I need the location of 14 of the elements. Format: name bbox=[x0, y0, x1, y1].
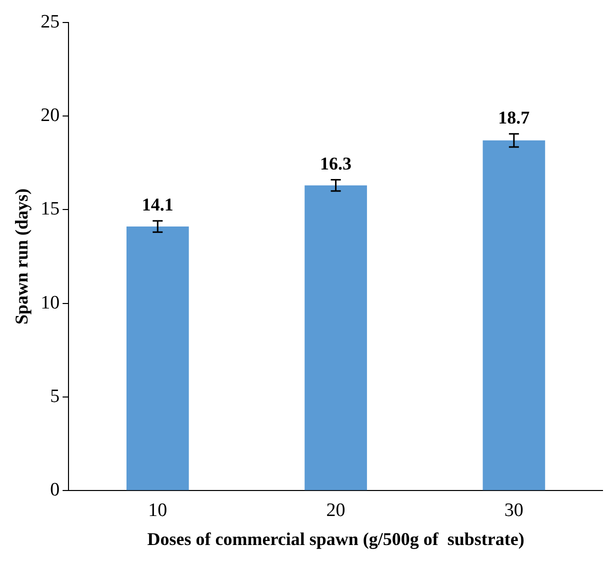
x-tick-label: 10 bbox=[148, 500, 168, 521]
x-axis-title: Doses of commercial spawn (g/500g of substrate) bbox=[147, 528, 524, 549]
x-tick-label: 20 bbox=[326, 500, 346, 521]
data-label: 14.1 bbox=[142, 194, 174, 215]
y-tick-label: 20 bbox=[40, 105, 60, 126]
data-label: 16.3 bbox=[320, 153, 352, 174]
data-label: 18.7 bbox=[498, 107, 530, 128]
y-tick-label: 25 bbox=[40, 11, 60, 32]
y-tick-label: 10 bbox=[40, 292, 60, 314]
y-tick-label: 5 bbox=[50, 386, 60, 407]
x-tick-label: 30 bbox=[504, 500, 524, 521]
y-tick-label: 15 bbox=[40, 198, 60, 220]
y-axis-title: Spawn run (days) bbox=[11, 188, 32, 325]
y-tick-label: 0 bbox=[50, 480, 60, 501]
